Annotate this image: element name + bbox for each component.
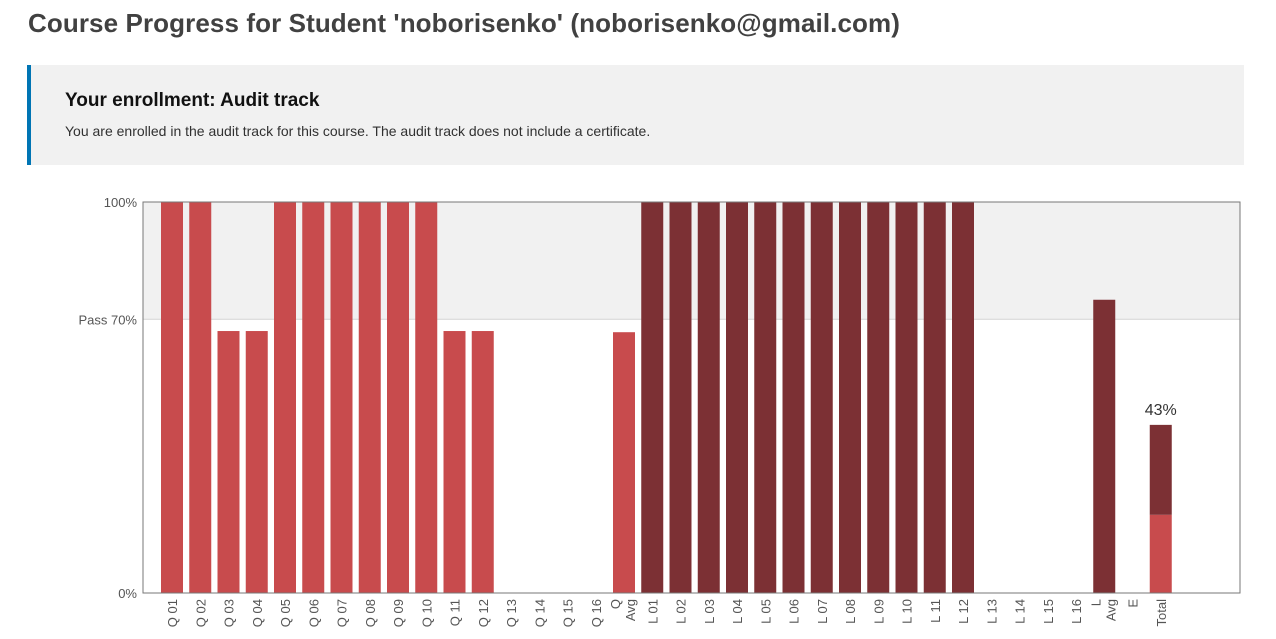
bar-l-04 bbox=[726, 202, 748, 593]
x-tick-label: Q bbox=[608, 599, 623, 609]
x-tick-label: Q 14 bbox=[532, 599, 547, 627]
bar-q-11 bbox=[443, 331, 466, 593]
bar-l-12 bbox=[952, 202, 974, 593]
x-tick-label: Q 16 bbox=[589, 599, 604, 627]
x-tick-label: Q 15 bbox=[561, 599, 576, 627]
x-tick-label: Q 13 bbox=[504, 599, 519, 627]
bar-l-11 bbox=[923, 202, 946, 593]
x-tick-label: Q 01 bbox=[165, 599, 180, 627]
bar-q-10 bbox=[415, 202, 438, 593]
x-tick-label: Q 12 bbox=[476, 599, 491, 627]
x-tick-label: L 05 bbox=[758, 599, 773, 624]
total-value-label: 43% bbox=[1145, 402, 1177, 419]
x-tick-label: Q 11 bbox=[448, 599, 463, 626]
enrollment-notice: Your enrollment: Audit track You are enr… bbox=[27, 65, 1244, 165]
x-tick-label: L 10 bbox=[900, 599, 915, 624]
x-tick-label: Avg bbox=[623, 599, 638, 621]
x-tick-label: L 01 bbox=[645, 599, 660, 624]
page-title: Course Progress for Student 'noborisenko… bbox=[28, 8, 900, 38]
x-tick-label: L 06 bbox=[787, 599, 802, 624]
bar-l-03 bbox=[697, 202, 720, 593]
plot-frame bbox=[142, 201, 1241, 594]
x-tick-label: L 08 bbox=[843, 599, 858, 624]
x-tick-label: Q 10 bbox=[419, 599, 434, 627]
x-tick-label: L 04 bbox=[730, 599, 745, 624]
x-tick-label: E bbox=[1126, 599, 1141, 608]
x-tick-label: L 13 bbox=[984, 599, 999, 624]
bar-q-07 bbox=[330, 202, 353, 593]
x-tick-label: Q 08 bbox=[363, 599, 378, 627]
x-tick-label: L 15 bbox=[1041, 599, 1056, 624]
x-tick-label: L 09 bbox=[871, 599, 886, 624]
x-tick-label: Q 07 bbox=[335, 599, 350, 627]
x-tick-label: Q 03 bbox=[222, 599, 237, 627]
x-tick-label: Q 02 bbox=[193, 599, 208, 627]
enrollment-title: Your enrollment: Audit track bbox=[65, 90, 320, 111]
bar-total-quiz bbox=[1149, 514, 1172, 593]
bar-l-07 bbox=[810, 202, 833, 593]
x-tick-label: L 07 bbox=[815, 599, 830, 624]
x-tick-label: L 14 bbox=[1013, 599, 1028, 624]
x-tick-label: Q 09 bbox=[391, 599, 406, 627]
x-tick-label: Avg bbox=[1103, 599, 1118, 621]
bar-l-01 bbox=[641, 202, 664, 593]
bar-q-12 bbox=[471, 331, 494, 593]
bar-q-03 bbox=[217, 331, 240, 593]
x-tick-label: Q 06 bbox=[306, 599, 321, 627]
bar-q-08 bbox=[358, 202, 381, 593]
y-tick-label: Pass 70% bbox=[78, 312, 137, 327]
bar-q-02 bbox=[189, 202, 212, 593]
y-tick-label: 100% bbox=[104, 195, 138, 210]
x-tick-label: L 02 bbox=[674, 599, 689, 624]
x-tick-label: L 12 bbox=[956, 599, 971, 624]
bar-l-02 bbox=[669, 202, 692, 593]
x-tick-label: L bbox=[1088, 599, 1103, 606]
bar-total-lab bbox=[1149, 424, 1172, 515]
bar-q-09 bbox=[387, 202, 409, 593]
x-tick-label: L 11 bbox=[928, 599, 943, 623]
bar-l-06 bbox=[782, 202, 805, 593]
enrollment-message: You are enrolled in the audit track for … bbox=[65, 123, 651, 139]
bar-l-10 bbox=[895, 202, 918, 593]
bar-q-04 bbox=[245, 331, 268, 593]
bar-q-06 bbox=[302, 202, 325, 593]
x-tick-label: Q 04 bbox=[250, 599, 265, 627]
x-tick-label: Q 05 bbox=[278, 599, 293, 627]
bar-l-05 bbox=[754, 202, 777, 593]
bar-l-avg bbox=[1093, 299, 1116, 593]
bar-l-09 bbox=[867, 202, 890, 593]
y-tick-label: 0% bbox=[118, 586, 137, 601]
x-tick-label: L 16 bbox=[1069, 599, 1084, 624]
x-tick-label: Total bbox=[1154, 599, 1169, 627]
bar-q-01 bbox=[161, 202, 183, 593]
x-tick-label: L 03 bbox=[702, 599, 717, 624]
bar-q-avg bbox=[613, 332, 635, 593]
bar-l-08 bbox=[839, 202, 861, 593]
bar-q-05 bbox=[274, 202, 296, 593]
